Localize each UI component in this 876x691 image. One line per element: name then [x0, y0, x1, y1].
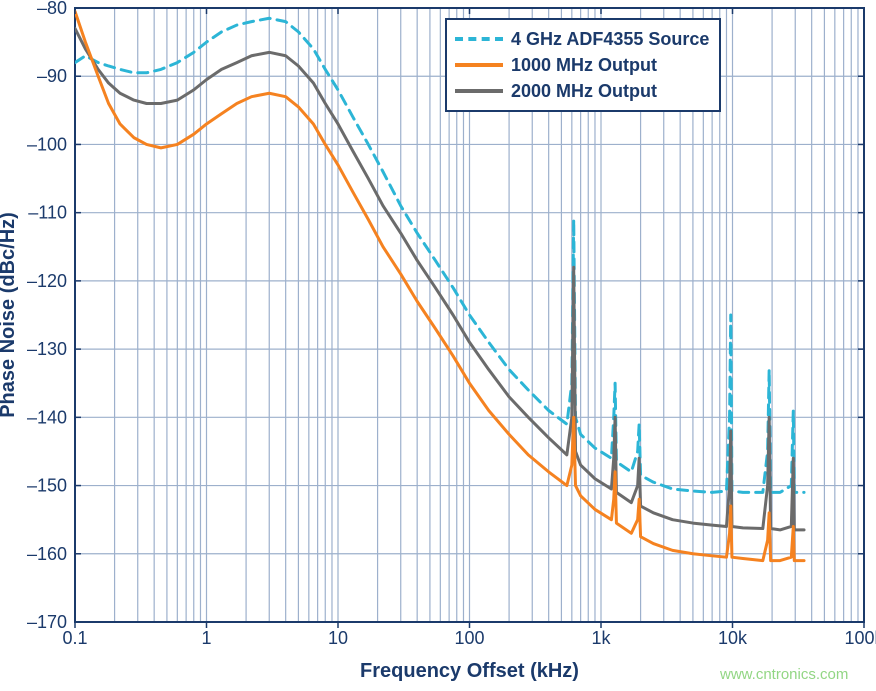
- svg-text:–170: –170: [27, 612, 67, 632]
- svg-text:1k: 1k: [591, 628, 611, 648]
- legend-swatch: [455, 63, 503, 67]
- svg-text:100k: 100k: [844, 628, 876, 648]
- svg-text:–130: –130: [27, 339, 67, 359]
- legend-row: 1000 MHz Output: [455, 52, 709, 78]
- legend: 4 GHz ADF4355 Source 1000 MHz Output 2000 …: [445, 18, 721, 112]
- svg-text:–100: –100: [27, 134, 67, 154]
- svg-text:–90: –90: [37, 66, 67, 86]
- y-axis-label: Phase Noise (dBc/Hz): [0, 212, 20, 418]
- svg-text:–160: –160: [27, 544, 67, 564]
- legend-row: 2000 MHz Output: [455, 78, 709, 104]
- svg-text:–80: –80: [37, 0, 67, 18]
- legend-swatch: [455, 89, 503, 93]
- legend-label: 2000 MHz Output: [511, 81, 657, 102]
- svg-text:10: 10: [328, 628, 348, 648]
- svg-text:–150: –150: [27, 476, 67, 496]
- svg-text:10k: 10k: [718, 628, 748, 648]
- svg-text:–120: –120: [27, 271, 67, 291]
- svg-text:100: 100: [454, 628, 484, 648]
- legend-label: 1000 MHz Output: [511, 55, 657, 76]
- svg-text:–140: –140: [27, 407, 67, 427]
- chart-svg: 0.11101001k10k100k–80–90–100–110–120–130…: [0, 0, 876, 691]
- svg-text:1: 1: [201, 628, 211, 648]
- phase-noise-chart: 0.11101001k10k100k–80–90–100–110–120–130…: [0, 0, 876, 691]
- legend-row: 4 GHz ADF4355 Source: [455, 26, 709, 52]
- legend-swatch: [455, 37, 503, 41]
- legend-label: 4 GHz ADF4355 Source: [511, 29, 709, 50]
- x-axis-label: Frequency Offset (kHz): [360, 660, 579, 683]
- svg-text:–110: –110: [28, 203, 67, 223]
